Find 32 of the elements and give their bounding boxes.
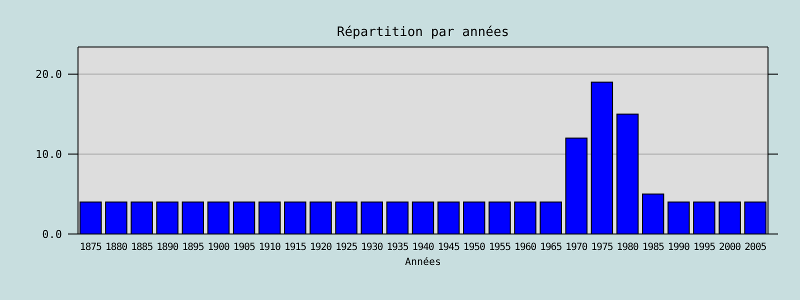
x-tick-label: 1885: [130, 242, 154, 253]
x-tick-label: 1910: [258, 242, 282, 253]
y-tick-label: 0.0: [42, 228, 62, 241]
x-tick-label: 1955: [488, 242, 512, 253]
x-tick-label: 1950: [463, 242, 486, 253]
x-tick-label: 1940: [412, 242, 434, 253]
x-tick-label: 2000: [718, 242, 742, 253]
chart-title: Répartition par années: [336, 25, 510, 40]
x-tick-label: 1880: [105, 242, 128, 253]
x-tick-label: 1890: [156, 242, 179, 253]
x-tick-label: 1975: [591, 242, 614, 253]
x-axis-title: Années: [404, 257, 442, 268]
y-tick-label: 20.0: [36, 68, 62, 82]
x-tick-label: 1990: [668, 242, 690, 253]
x-tick-label: 1985: [642, 242, 665, 253]
x-tick-label: 1915: [284, 242, 307, 253]
x-tick-label: 1920: [310, 242, 332, 253]
x-tick-label: 1905: [233, 242, 256, 253]
x-tick-label: 1925: [335, 242, 358, 253]
x-tick-label: 2005: [744, 242, 767, 253]
x-tick-label: 1895: [182, 242, 204, 253]
y-tick-label: 10.0: [36, 148, 62, 161]
x-tick-label: 1965: [540, 242, 562, 253]
x-tick-label: 1960: [514, 242, 537, 253]
x-tick-label: 1935: [386, 242, 409, 253]
x-tick-label: 1995: [693, 242, 716, 253]
x-tick-label: 1930: [361, 242, 384, 253]
x-tick-label: 1875: [80, 242, 102, 253]
x-tick-label: 1980: [616, 242, 639, 253]
x-tick-label: 1900: [208, 242, 230, 253]
x-tick-label: 1970: [566, 242, 588, 253]
x-tick-label: 1945: [438, 242, 460, 253]
